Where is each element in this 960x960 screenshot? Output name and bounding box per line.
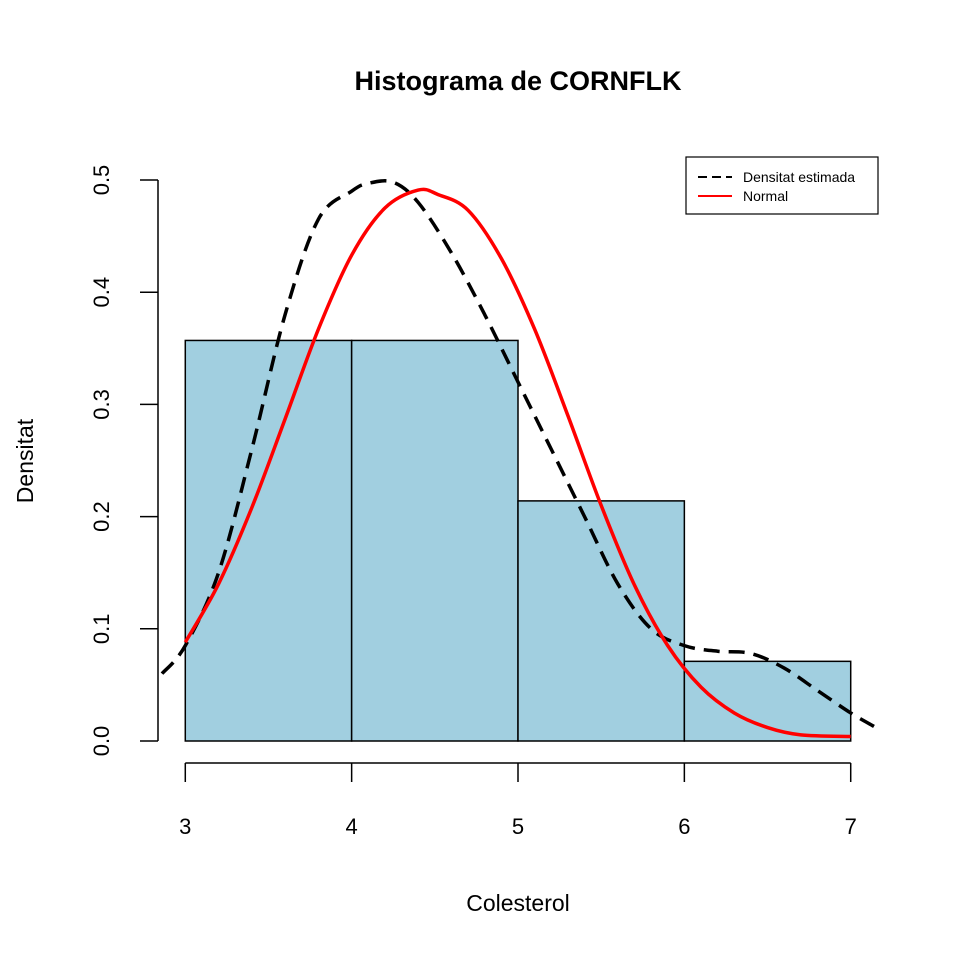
y-tick-label-0: 0.0 [89, 726, 114, 757]
histogram-bar-2 [350, 339, 519, 742]
histogram-bar-1 [184, 339, 353, 742]
y-tick-label-4: 0.4 [89, 277, 114, 308]
density-curve-line [160, 179, 875, 728]
legend-box [685, 156, 879, 215]
chart-title: Histograma de CORNFLK [354, 66, 682, 96]
y-tick-label-2: 0.2 [89, 501, 114, 532]
lines-layer [160, 179, 875, 739]
legend: Densitat estimada Normal [685, 156, 879, 215]
y-tick-label-1: 0.1 [89, 614, 114, 645]
normal-curve-line [183, 187, 851, 739]
legend-label-normal: Normal [743, 188, 788, 204]
x-tick-label-1: 4 [346, 814, 358, 839]
x-tick-label-0: 3 [179, 814, 191, 839]
y-tick-label-3: 0.3 [89, 389, 114, 420]
histogram-bar-3 [517, 500, 686, 742]
bars-layer [184, 339, 852, 742]
y-axis-label: Densitat [12, 418, 38, 503]
x-axis-label: Colesterol [466, 890, 570, 916]
legend-label-densitat: Densitat estimada [743, 169, 855, 185]
x-tick-label-4: 7 [845, 814, 857, 839]
x-tick-label-3: 6 [678, 814, 690, 839]
axes-layer: 0.0 0.1 0.2 0.3 0.4 0.5 3 4 5 6 7 [89, 165, 857, 839]
y-tick-label-5: 0.5 [89, 165, 114, 196]
x-tick-label-2: 5 [512, 814, 524, 839]
